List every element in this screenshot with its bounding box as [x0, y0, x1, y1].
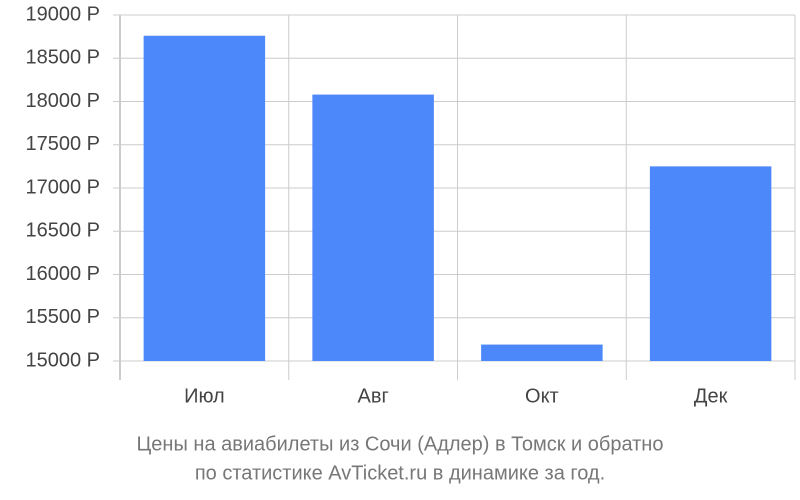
y-tick-label: 15500 Р — [25, 306, 100, 328]
x-tick-label: Дек — [694, 385, 728, 407]
chart-title: по статистике AvTicket.ru в динамике за … — [195, 462, 605, 484]
x-tick-label: Авг — [357, 385, 388, 407]
chart-title: Цены на авиабилеты из Сочи (Адлер) в Том… — [137, 433, 664, 455]
bar — [143, 35, 266, 361]
y-tick-label: 18000 Р — [25, 90, 100, 112]
bar — [481, 344, 603, 361]
bar — [312, 94, 434, 361]
y-tick-label: 18500 Р — [25, 47, 100, 69]
y-tick-label: 19000 Р — [25, 3, 100, 25]
y-tick-label: 16500 Р — [25, 220, 100, 242]
y-tick-label: 15000 Р — [25, 349, 100, 371]
x-tick-label: Июл — [184, 385, 225, 407]
x-tick-label: Окт — [525, 385, 559, 407]
y-tick-label: 17000 Р — [25, 176, 100, 198]
y-tick-label: 16000 Р — [25, 263, 100, 285]
bar — [649, 166, 772, 361]
y-tick-label: 17500 Р — [25, 133, 100, 155]
